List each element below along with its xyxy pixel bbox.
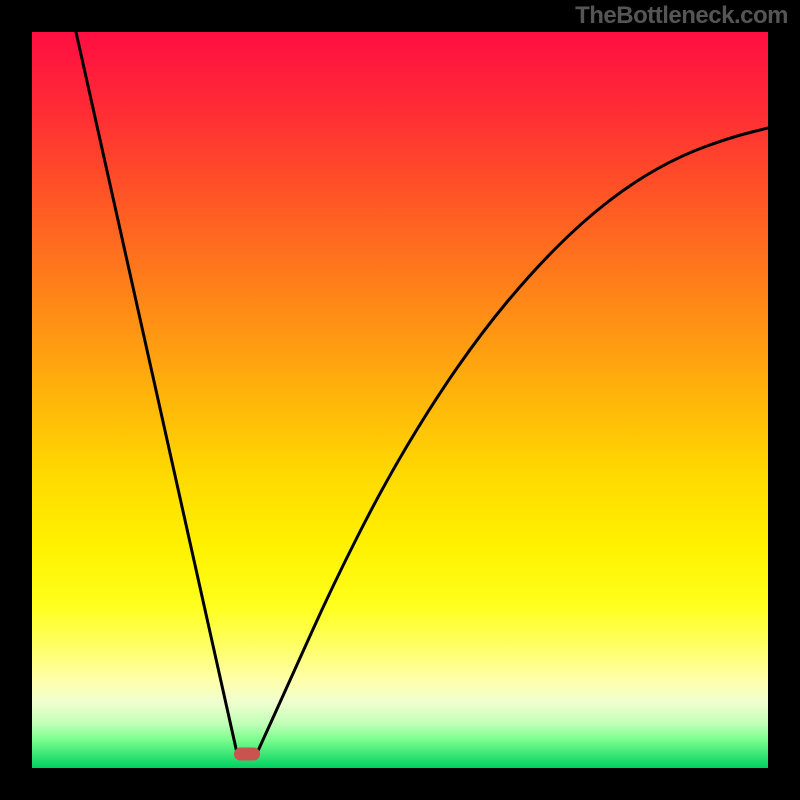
minimum-marker xyxy=(234,748,260,761)
plot-svg xyxy=(32,32,768,768)
plot-area xyxy=(32,32,768,768)
watermark-text: TheBottleneck.com xyxy=(575,2,788,30)
chart-root: TheBottleneck.com xyxy=(0,0,800,800)
gradient-background xyxy=(32,32,768,768)
